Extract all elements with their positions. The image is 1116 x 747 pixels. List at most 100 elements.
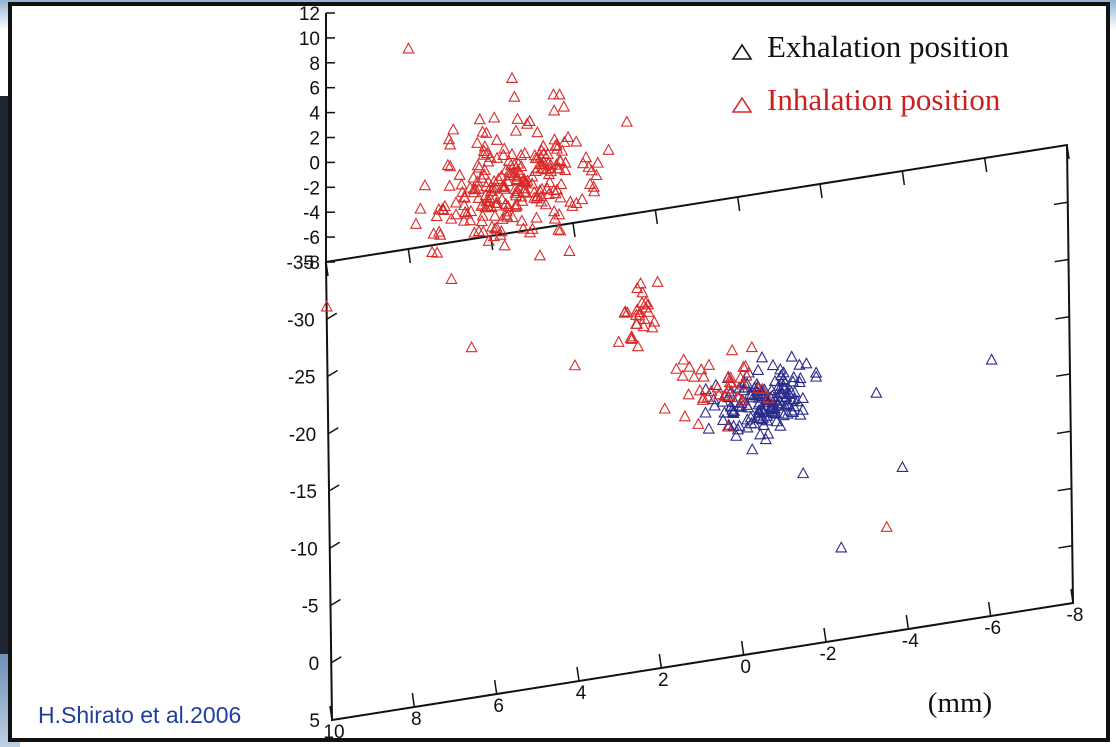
inhalation-point bbox=[320, 300, 333, 312]
inhalation-point bbox=[488, 209, 502, 221]
inhalation-point bbox=[658, 402, 671, 414]
exhalation-point bbox=[870, 386, 883, 398]
legend-item-exhalation: Exhalation position bbox=[731, 29, 1009, 64]
y-tick-mark-far bbox=[1055, 316, 1070, 320]
inhalation-point bbox=[433, 225, 446, 237]
inhalation-point bbox=[539, 197, 552, 210]
inhalation-point bbox=[554, 223, 567, 236]
inhalation-point bbox=[736, 378, 749, 390]
x-tick-label: 2 bbox=[658, 670, 669, 691]
inhalation-point bbox=[530, 211, 543, 223]
inhalation-point bbox=[602, 143, 615, 155]
inhalation-point bbox=[552, 223, 565, 235]
inhalation-point bbox=[634, 276, 647, 289]
inhalation-point bbox=[507, 168, 520, 181]
inhalation-point bbox=[467, 171, 480, 183]
x-tick-mark bbox=[1070, 588, 1074, 604]
exhalation-point bbox=[896, 460, 909, 473]
inhalation-point bbox=[498, 182, 511, 194]
x-tick-label: 10 bbox=[323, 722, 344, 743]
inhalation-point bbox=[541, 182, 554, 194]
x-tick-label: 8 bbox=[411, 709, 422, 730]
inhalation-point bbox=[426, 245, 439, 257]
inhalation-point bbox=[473, 112, 486, 125]
inhalation-point bbox=[631, 281, 644, 294]
inhalation-point bbox=[447, 123, 460, 135]
inhalation-point bbox=[548, 104, 561, 116]
exhalation-point bbox=[773, 382, 786, 394]
inhalation-point bbox=[585, 164, 598, 176]
exhalation-point bbox=[746, 442, 759, 455]
inhalation-point bbox=[445, 272, 458, 284]
exhalation-point bbox=[785, 350, 798, 362]
exhalation-point bbox=[730, 429, 743, 441]
y-tick-label: -25 bbox=[288, 368, 315, 389]
inhalation-point bbox=[496, 212, 509, 224]
y-tick-mark-far bbox=[1053, 201, 1068, 206]
inhalation-point bbox=[518, 182, 531, 194]
exhalation-point bbox=[765, 383, 778, 395]
inhalation-point bbox=[526, 170, 539, 182]
inhalation-point bbox=[711, 381, 724, 393]
inhalation-point bbox=[544, 164, 558, 177]
inhalation-point bbox=[541, 147, 554, 159]
inhalation-point bbox=[745, 340, 758, 353]
exhalation-point bbox=[766, 358, 780, 371]
inhalation-point bbox=[482, 155, 495, 167]
inhalation-point bbox=[509, 124, 523, 136]
inhalation-point bbox=[618, 306, 631, 318]
floor-outline bbox=[324, 143, 1075, 722]
exhalation-point bbox=[777, 408, 790, 421]
exhalation-point bbox=[794, 371, 807, 384]
inhalation-point bbox=[563, 244, 576, 256]
inhalation-point bbox=[734, 371, 747, 383]
exhalation-point bbox=[777, 366, 790, 378]
inhalation-point bbox=[495, 224, 508, 237]
legend-label-exhalation: Exhalation position bbox=[767, 29, 1009, 64]
inhalation-point bbox=[576, 192, 589, 205]
exhalation-point bbox=[737, 383, 751, 396]
inhalation-point bbox=[509, 186, 522, 198]
exhalation-point bbox=[699, 382, 712, 395]
y-tick-mark-far bbox=[1056, 373, 1071, 377]
inhalation-point bbox=[519, 186, 532, 198]
inhalation-point bbox=[630, 308, 643, 320]
exhalation-point bbox=[985, 353, 998, 365]
inhalation-point bbox=[488, 111, 501, 123]
inhalation-point bbox=[445, 212, 458, 224]
exhalation-point bbox=[751, 363, 765, 376]
exhalation-point bbox=[786, 405, 800, 417]
inhalation-point bbox=[478, 163, 491, 175]
inhalation-point bbox=[442, 132, 456, 145]
exhalation-point bbox=[746, 391, 760, 403]
y-tick-label: 5 bbox=[309, 711, 320, 732]
inhalation-point bbox=[519, 175, 533, 187]
inhalation-point bbox=[449, 196, 463, 208]
x-tick-mark-back bbox=[983, 157, 988, 173]
inhalation-point bbox=[555, 144, 569, 156]
inhalation-point bbox=[702, 358, 716, 370]
exhalation-point bbox=[716, 413, 730, 425]
inhalation-point bbox=[535, 157, 549, 170]
inhalation-point bbox=[547, 88, 560, 100]
inhalation-point bbox=[471, 136, 484, 148]
inhalation-point bbox=[436, 202, 449, 215]
exhalation-point bbox=[702, 422, 715, 434]
y-tick-label: -15 bbox=[290, 482, 317, 503]
inhalation-point bbox=[551, 162, 564, 174]
exhalation-point bbox=[768, 401, 781, 414]
inhalation-point bbox=[492, 172, 505, 184]
inhalation-point bbox=[468, 226, 481, 238]
inhalation-point bbox=[511, 163, 525, 175]
inhalation-point bbox=[638, 312, 651, 325]
y-tick-mark bbox=[327, 369, 338, 378]
inhalation-point bbox=[479, 201, 492, 213]
exhalation-point bbox=[765, 404, 778, 416]
inhalation-point bbox=[543, 175, 556, 188]
x-tick-mark bbox=[329, 705, 333, 721]
inhalation-point bbox=[568, 358, 582, 371]
inhalation-point bbox=[550, 142, 564, 154]
x-tick-mark-back bbox=[489, 235, 494, 251]
inhalation-point bbox=[678, 409, 692, 422]
inhalation-point bbox=[553, 88, 566, 100]
